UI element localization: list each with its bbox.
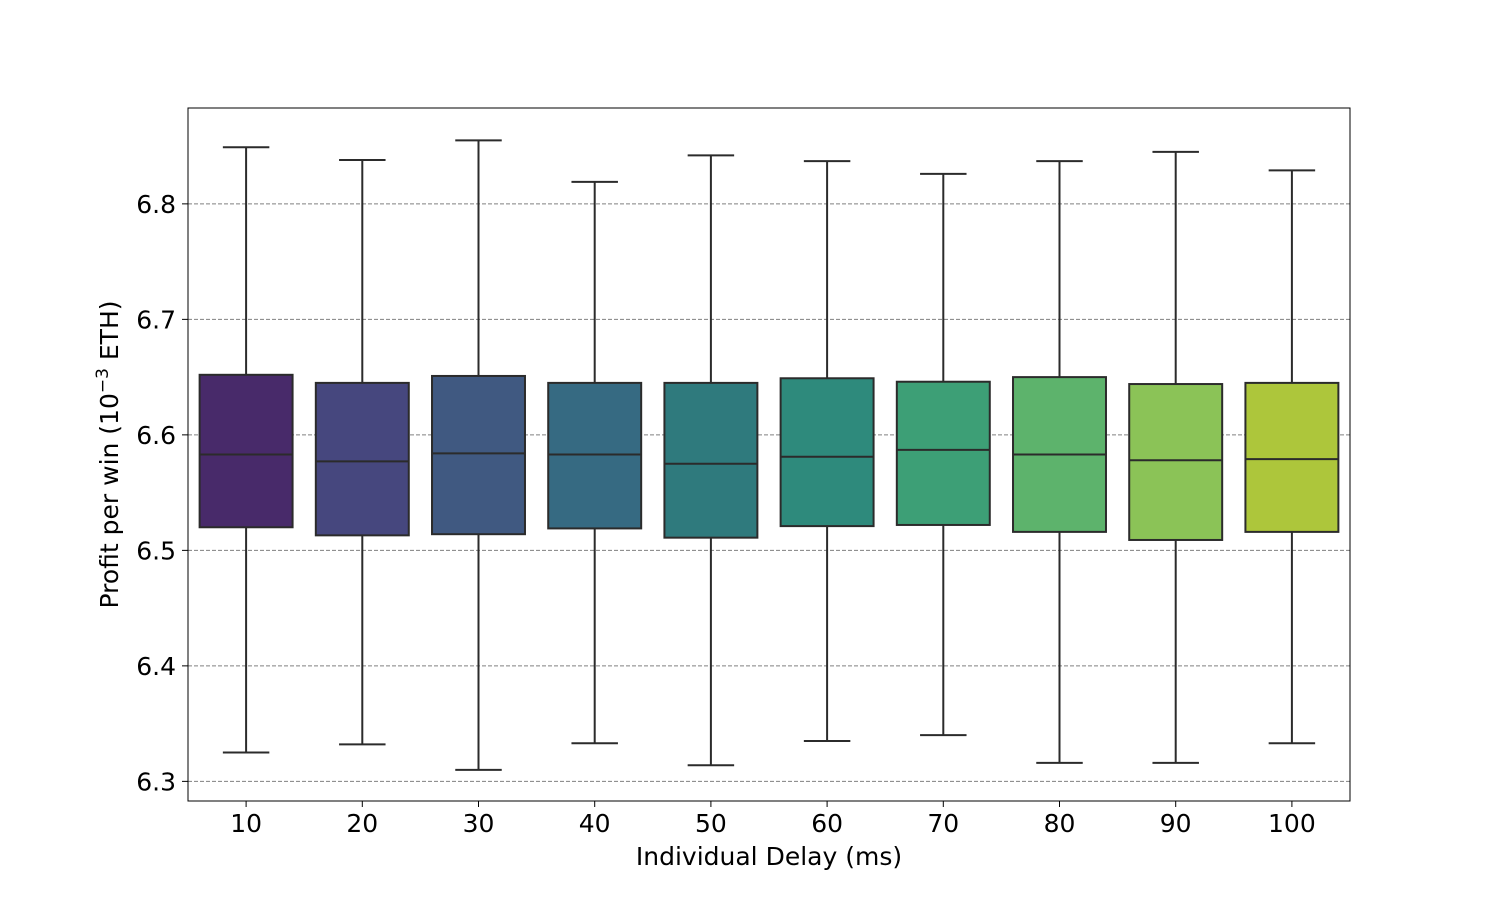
box-iqr bbox=[432, 376, 525, 534]
box-iqr bbox=[664, 383, 757, 538]
x-tick-label: 40 bbox=[579, 809, 611, 838]
x-tick-label: 70 bbox=[927, 809, 959, 838]
box-iqr bbox=[316, 383, 409, 535]
box-iqr bbox=[897, 382, 990, 525]
x-tick-label: 100 bbox=[1268, 809, 1316, 838]
x-tick-label: 80 bbox=[1044, 809, 1076, 838]
box-iqr bbox=[781, 378, 874, 526]
y-tick-label: 6.4 bbox=[136, 652, 176, 681]
y-tick-label: 6.8 bbox=[136, 190, 176, 219]
x-tick-label: 10 bbox=[230, 809, 262, 838]
x-tick-label: 20 bbox=[346, 809, 378, 838]
x-tick-label: 90 bbox=[1160, 809, 1192, 838]
y-tick-label: 6.7 bbox=[136, 305, 176, 334]
y-axis-label-suffix: ETH) bbox=[95, 300, 124, 368]
box-iqr bbox=[1129, 384, 1222, 540]
box-iqr bbox=[1245, 383, 1338, 532]
box-iqr bbox=[548, 383, 641, 529]
x-tick-label: 30 bbox=[463, 809, 495, 838]
box-iqr bbox=[200, 375, 293, 527]
y-axis-label-exponent: −3 bbox=[93, 368, 113, 393]
x-tick-label: 60 bbox=[811, 809, 843, 838]
x-axis-label: Individual Delay (ms) bbox=[636, 842, 902, 871]
x-tick-label: 50 bbox=[695, 809, 727, 838]
y-tick-label: 6.6 bbox=[136, 421, 176, 450]
y-axis-label: Profit per win (10−3 ETH) bbox=[93, 300, 124, 608]
y-axis-label-prefix: Profit per win (10 bbox=[95, 393, 124, 608]
y-tick-label: 6.3 bbox=[136, 767, 176, 796]
y-tick-label: 6.5 bbox=[136, 536, 176, 565]
